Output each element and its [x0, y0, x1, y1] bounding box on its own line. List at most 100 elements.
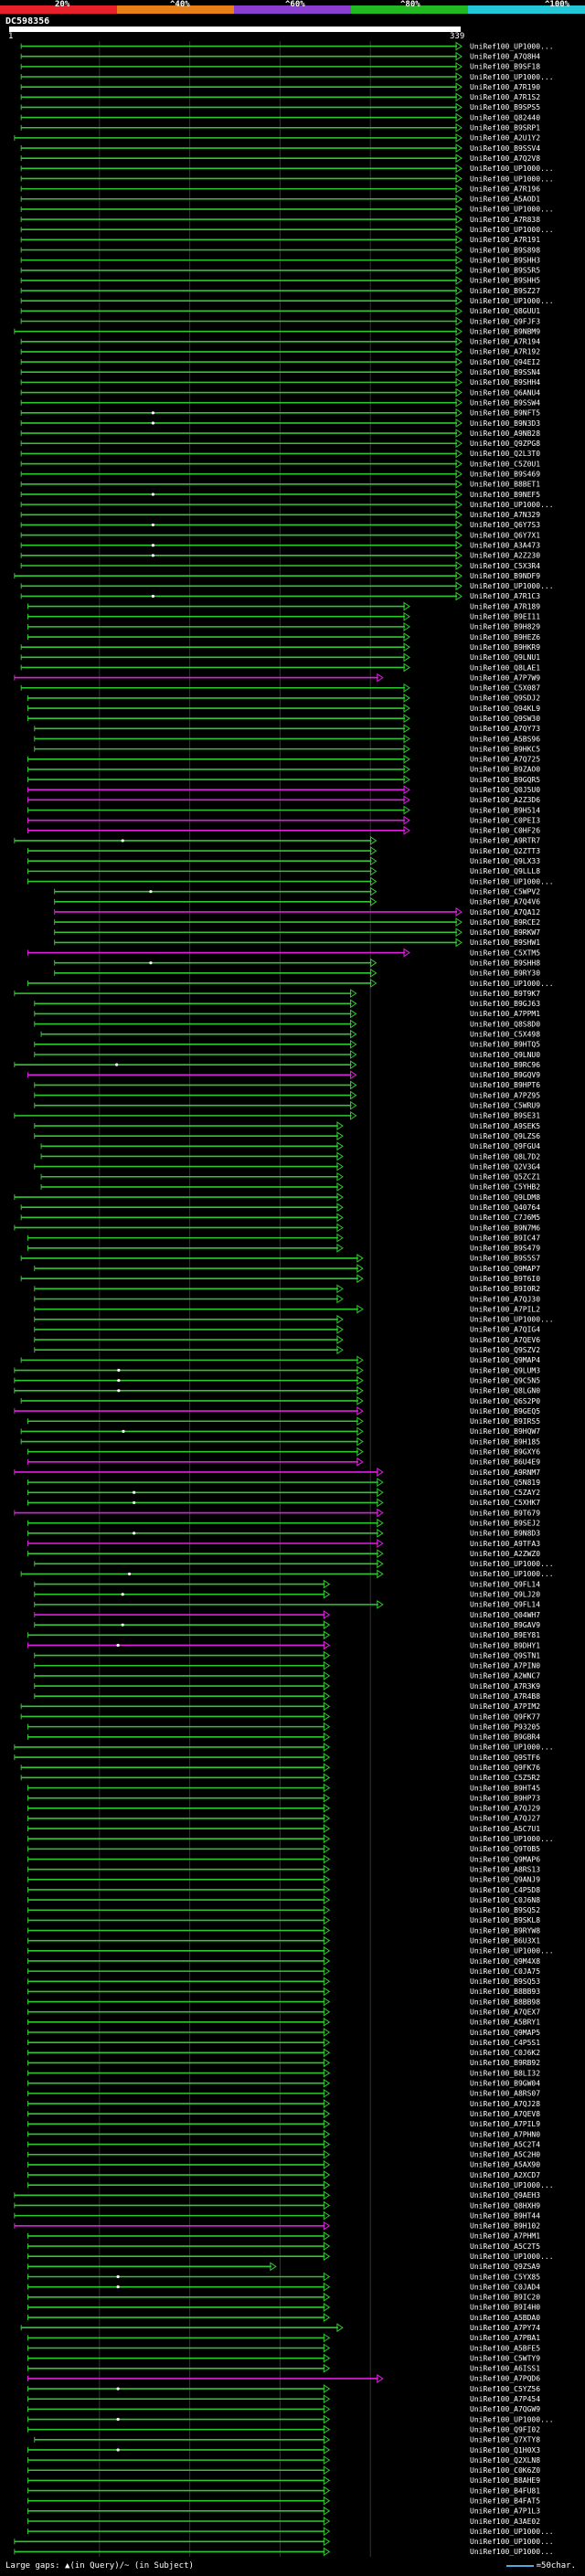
hit-label[interactable]: UniRef100_A7PIL2	[470, 1305, 540, 1313]
hit-label[interactable]: UniRef100_B9H185	[470, 1437, 540, 1446]
hit-label[interactable]: UniRef100_A9NB28	[470, 429, 540, 438]
hit-row[interactable]: UniRef100_B9H514	[27, 805, 540, 815]
hit-label[interactable]: UniRef100_Q9MAP4	[470, 1356, 540, 1364]
hit-label[interactable]: UniRef100_C0J6K2	[470, 2049, 540, 2057]
hit-row[interactable]: UniRef100_A8RS07	[27, 2088, 540, 2098]
hit-label[interactable]: UniRef100_Q9FGU4	[470, 1142, 540, 1150]
hit-label[interactable]: UniRef100_B9SKL8	[470, 1916, 540, 1924]
hit-row[interactable]: UniRef100_B9HT44	[14, 2210, 540, 2221]
hit-row[interactable]: UniRef100_B9DHY1	[27, 1640, 540, 1650]
hit-row[interactable]: UniRef100_B9N7M6	[14, 1223, 540, 1233]
hit-label[interactable]: UniRef100_B6U4E9	[470, 1458, 540, 1467]
hit-row[interactable]: UniRef100_UP1000...	[20, 581, 554, 591]
hit-label[interactable]: UniRef100_UP1000...	[470, 582, 554, 590]
hit-row[interactable]: UniRef100_Q2L3T0	[20, 449, 540, 459]
hit-row[interactable]: UniRef100_A7PQD6	[27, 2374, 540, 2383]
hit-row[interactable]: UniRef100_A9TFA3	[27, 1539, 540, 1548]
hit-row[interactable]: UniRef100_A7Q8H4	[20, 51, 540, 61]
hit-label[interactable]: UniRef100_UP1000...	[470, 42, 554, 50]
hit-row[interactable]: UniRef100_A7R1S2	[20, 92, 540, 102]
hit-row[interactable]: UniRef100_B9S5R5	[20, 265, 540, 275]
hit-label[interactable]: UniRef100_B9SQ52	[470, 1906, 540, 1914]
hit-row[interactable]: UniRef100_B4FU81	[27, 2486, 540, 2496]
hit-row[interactable]: UniRef100_A9RTR7	[14, 836, 540, 845]
hit-label[interactable]: UniRef100_Q6Y7X1	[470, 531, 540, 539]
hit-row[interactable]: UniRef100_Q94EI2	[20, 357, 540, 367]
hit-label[interactable]: UniRef100_Q6Y7S3	[470, 521, 540, 529]
hit-row[interactable]: UniRef100_C5X3R4	[20, 561, 540, 570]
hit-row[interactable]: UniRef100_A7QJ28	[27, 2099, 540, 2108]
hit-label[interactable]: UniRef100_Q8S8D0	[470, 1020, 540, 1028]
hit-row[interactable]: UniRef100_A7PIM2	[20, 1701, 540, 1712]
hit-row[interactable]: UniRef100_A7PIL2	[34, 1304, 540, 1314]
hit-row[interactable]: UniRef100_B9SHH5	[20, 275, 540, 285]
hit-label[interactable]: UniRef100_B9IRS5	[470, 1417, 540, 1426]
hit-label[interactable]: UniRef100_A2XCD7	[470, 2171, 540, 2179]
hit-row[interactable]: UniRef100_P93205	[27, 1722, 540, 1732]
hit-row[interactable]: UniRef100_Q9SZV2	[34, 1345, 540, 1355]
hit-row[interactable]: UniRef100_A5BDA0	[27, 2313, 540, 2323]
hit-label[interactable]: UniRef100_A7QJ30	[470, 1295, 540, 1303]
hit-row[interactable]: UniRef100_A2Z230	[20, 550, 540, 560]
hit-row[interactable]: UniRef100_B9S479	[27, 1243, 540, 1253]
hit-row[interactable]: UniRef100_A7QY73	[34, 724, 540, 734]
hit-label[interactable]: UniRef100_UP1000...	[470, 226, 554, 234]
hit-row[interactable]: UniRef100_A5C2T5	[27, 2242, 540, 2251]
hit-row[interactable]: UniRef100_C5WRU9	[34, 1100, 540, 1110]
hit-label[interactable]: UniRef100_A7PHN0	[470, 2130, 540, 2138]
hit-row[interactable]: UniRef100_B9H829	[27, 621, 540, 631]
hit-label[interactable]: UniRef100_Q9FJF3	[470, 317, 540, 325]
hit-row[interactable]: UniRef100_Q6ANU4	[20, 387, 540, 398]
hit-row[interactable]: UniRef100_A7N329	[20, 510, 540, 520]
hit-label[interactable]: UniRef100_A8RS13	[470, 1865, 540, 1873]
hit-label[interactable]: UniRef100_Q6S2P0	[470, 1397, 540, 1405]
hit-label[interactable]: UniRef100_Q6ANU4	[470, 388, 540, 397]
hit-row[interactable]: UniRef100_B9GBR4	[27, 1732, 540, 1742]
hit-label[interactable]: UniRef100_UP1000...	[470, 2181, 554, 2189]
hit-label[interactable]: UniRef100_A7PHM1	[470, 2232, 540, 2241]
hit-label[interactable]: UniRef100_Q9ZSA9	[470, 2263, 540, 2271]
hit-label[interactable]: UniRef100_A9RNM7	[470, 1468, 540, 1477]
hit-label[interactable]: UniRef100_A7R189	[470, 602, 540, 610]
hit-row[interactable]: UniRef100_C0J6N8	[27, 1895, 540, 1905]
hit-label[interactable]: UniRef100_UP1000...	[470, 73, 554, 81]
hit-label[interactable]: UniRef100_B9SEJ2	[470, 1520, 540, 1528]
hit-label[interactable]: UniRef100_B9SHW1	[470, 938, 540, 947]
hit-row[interactable]: UniRef100_B9GXY6	[27, 1447, 540, 1457]
hit-label[interactable]: UniRef100_B9EI11	[470, 613, 540, 621]
hit-row[interactable]: UniRef100_B9RY30	[54, 968, 541, 978]
hit-label[interactable]: UniRef100_A5C2H0	[470, 2151, 540, 2159]
hit-row[interactable]: UniRef100_UP1000...	[14, 1742, 554, 1752]
hit-label[interactable]: UniRef100_B9SSV4	[470, 144, 540, 153]
hit-row[interactable]: UniRef100_A5BS96	[34, 734, 540, 744]
hit-row[interactable]: UniRef100_A5C7U1	[27, 1824, 540, 1834]
hit-row[interactable]: UniRef100_A9RNM7	[14, 1468, 540, 1477]
hit-row[interactable]: UniRef100_B6U3X1	[27, 1935, 540, 1945]
hit-row[interactable]: UniRef100_Q9FGU4	[40, 1141, 540, 1151]
hit-label[interactable]: UniRef100_Q9ZPG8	[470, 440, 540, 448]
hit-row[interactable]: UniRef100_B9SQ53	[27, 1977, 540, 1987]
hit-label[interactable]: UniRef100_A7Q725	[470, 756, 540, 764]
hit-row[interactable]: UniRef100_C0PEI3	[27, 815, 540, 825]
hit-label[interactable]: UniRef100_UP1000...	[470, 164, 554, 173]
hit-row[interactable]: UniRef100_Q9C5N5	[14, 1375, 540, 1385]
hit-label[interactable]: UniRef100_Q1H0X3	[470, 2446, 540, 2454]
hit-label[interactable]: UniRef100_UP1000...	[470, 1835, 554, 1843]
hit-label[interactable]: UniRef100_Q9MAP7	[470, 1265, 540, 1273]
hit-label[interactable]: UniRef100_A7R192	[470, 348, 540, 356]
hit-row[interactable]: UniRef100_A7QJ29	[27, 1803, 540, 1813]
hit-label[interactable]: UniRef100_Q9STN1	[470, 1651, 540, 1659]
hit-label[interactable]: UniRef100_Q9M4X8	[470, 1957, 540, 1966]
hit-label[interactable]: UniRef100_B9SHH3	[470, 256, 540, 264]
hit-row[interactable]: UniRef100_Q9SDJ2	[27, 693, 540, 703]
hit-row[interactable]: UniRef100_Q9ANJ9	[27, 1874, 540, 1884]
hit-label[interactable]: UniRef100_Q9LJ20	[470, 1591, 540, 1599]
hit-row[interactable]: UniRef100_C5YZ56	[27, 2384, 540, 2394]
hit-label[interactable]: UniRef100_A5AX90	[470, 2161, 540, 2169]
hit-label[interactable]: UniRef100_C0JAD4	[470, 2283, 540, 2291]
hit-label[interactable]: UniRef100_UP1000...	[470, 501, 554, 509]
hit-row[interactable]: UniRef100_A7PPM1	[34, 1009, 540, 1019]
hit-label[interactable]: UniRef100_B9T6I0	[470, 1275, 540, 1283]
hit-label[interactable]: UniRef100_C0J6N8	[470, 1896, 540, 1904]
hit-label[interactable]: UniRef100_B9GEQ5	[470, 1407, 540, 1415]
